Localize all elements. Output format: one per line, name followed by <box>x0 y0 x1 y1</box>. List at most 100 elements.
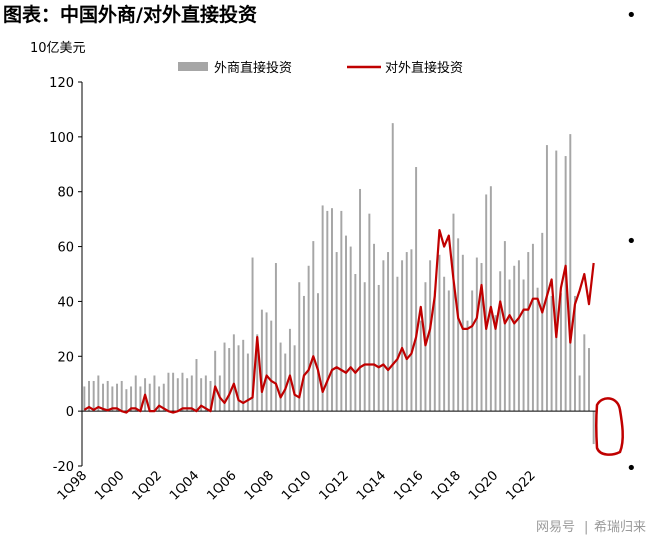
watermark-site: 网易号 <box>536 520 575 535</box>
fdi-bar <box>471 290 474 412</box>
highlight-circle <box>595 397 624 456</box>
fdi-bar <box>172 372 175 412</box>
fdi-bar <box>200 378 203 412</box>
fdi-bar <box>522 279 525 412</box>
fdi-bar <box>578 375 581 412</box>
fdi-bar <box>588 348 590 412</box>
chart-title: 图表：中国外商/对外直接投资 <box>3 3 257 26</box>
y-tick-label: 80 <box>57 186 74 201</box>
fdi-bar <box>354 274 357 412</box>
fdi-bar <box>167 372 170 412</box>
x-tick-label: 1Q00 <box>92 468 127 503</box>
fdi-bar <box>583 334 586 412</box>
fdi-bar <box>573 295 576 412</box>
fdi-bar <box>237 345 240 412</box>
fdi-bar <box>447 290 450 412</box>
fdi-bar <box>181 372 184 412</box>
fdi-bar <box>503 241 506 412</box>
fdi-bar <box>232 334 235 412</box>
fdi-bar <box>415 167 418 412</box>
fdi-bar <box>204 375 207 412</box>
y-tick-label: 100 <box>49 131 74 146</box>
fdi-bar <box>559 293 562 412</box>
fdi-bar <box>153 375 156 412</box>
fdi-bar <box>312 241 315 412</box>
fdi-bar <box>302 295 305 412</box>
fdi-bar <box>359 188 362 412</box>
bullet-mark: • <box>626 231 637 252</box>
legend: 外商直接投资 对外直接投资 <box>178 60 463 76</box>
x-tick-label: 1Q06 <box>204 468 239 503</box>
fdi-bar <box>368 213 371 412</box>
x-tick-label: 1Q08 <box>242 468 277 503</box>
fdi-bar <box>125 389 128 412</box>
y-tick-label: 20 <box>57 350 74 365</box>
fdi-bar <box>130 386 133 412</box>
fdi-bar <box>111 386 114 412</box>
fdi-bars <box>83 123 595 445</box>
fdi-bar <box>274 263 277 412</box>
fdi-bar <box>316 293 319 412</box>
fdi-bar <box>541 232 544 412</box>
fdi-bar <box>92 380 95 412</box>
odi-line <box>83 229 595 414</box>
fdi-bar <box>218 375 221 412</box>
odi-line-layer <box>83 229 595 414</box>
fdi-bar <box>279 342 282 412</box>
fdi-bar <box>373 243 376 412</box>
y-tick-label: -20 <box>53 460 74 475</box>
fdi-bar <box>158 386 161 412</box>
fdi-bar <box>256 334 259 412</box>
fdi-bar <box>494 315 497 412</box>
x-tick-label: 1Q18 <box>429 468 464 503</box>
fdi-bar <box>106 380 109 412</box>
legend-label-odi: 对外直接投资 <box>385 60 463 76</box>
fdi-bar <box>517 260 520 412</box>
fdi-bar <box>550 295 553 412</box>
fdi-bar <box>592 411 595 445</box>
y-tick-label: 40 <box>57 295 74 310</box>
fdi-bar <box>391 123 394 412</box>
bullet-mark: • <box>626 5 637 26</box>
x-tick-label: 1Q20 <box>466 468 501 503</box>
fdi-bar <box>260 309 263 412</box>
fdi-bar <box>396 276 399 412</box>
legend-label-fdi: 外商直接投资 <box>214 60 292 76</box>
fdi-bar <box>209 380 212 412</box>
fdi-bar <box>335 252 338 412</box>
fdi-bar <box>433 290 436 412</box>
fdi-bar <box>452 213 455 412</box>
fdi-bar <box>545 145 548 412</box>
fdi-bar <box>405 252 408 412</box>
fdi-bar <box>475 257 478 412</box>
x-tick-label: 1Q16 <box>391 468 426 503</box>
watermark-separator: | <box>584 520 588 535</box>
fdi-bar <box>461 254 464 412</box>
fdi-bar <box>345 235 347 412</box>
fdi-bar <box>555 150 558 412</box>
y-tick-label: 60 <box>57 241 74 256</box>
fdi-bar <box>536 287 539 412</box>
fdi-bar <box>242 339 245 412</box>
fdi-bar <box>382 260 385 412</box>
y-tick-label: 0 <box>66 405 74 420</box>
fdi-bar <box>83 386 86 412</box>
x-tick-label: 1Q10 <box>279 468 314 503</box>
fdi-bar <box>326 210 329 412</box>
x-tick-label: 1Q12 <box>316 468 351 503</box>
fdi-bar <box>401 260 404 412</box>
fdi-bar <box>293 345 296 412</box>
fdi-bar <box>466 320 469 412</box>
fdi-bar <box>438 254 441 412</box>
fdi-bar <box>195 359 198 412</box>
fdi-bar <box>148 383 151 412</box>
fdi-bar <box>340 210 343 412</box>
legend-swatch-fdi <box>178 62 208 71</box>
fdi-bar <box>288 328 291 412</box>
fdi-bar <box>307 265 310 412</box>
y-axis: -20 0 20 40 60 80 100 120 <box>49 76 83 475</box>
fdi-bar <box>457 238 460 412</box>
y-tick-label: 120 <box>49 76 74 91</box>
fdi-bar <box>223 342 226 412</box>
